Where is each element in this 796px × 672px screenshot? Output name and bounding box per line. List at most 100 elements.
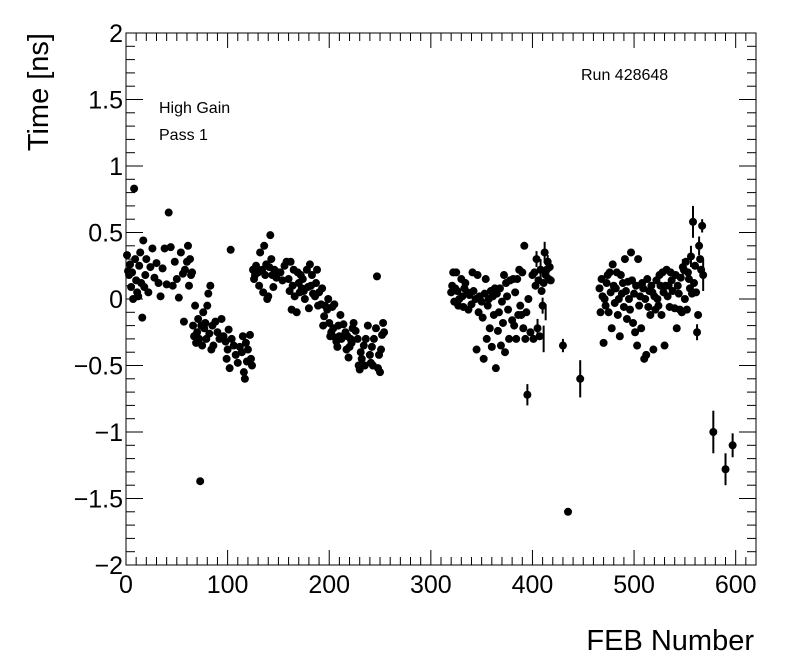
data-point [510, 321, 519, 330]
x-tick-label: 600 [715, 571, 757, 599]
axis-ticks [125, 32, 757, 566]
data-point [690, 279, 699, 288]
data-point [359, 341, 368, 350]
x-tick-label: 200 [308, 571, 350, 599]
data-point [288, 281, 297, 290]
data-point [264, 292, 273, 301]
data-point [367, 342, 376, 351]
data-point [223, 345, 232, 354]
data-point [546, 276, 555, 285]
x-tick-label: 0 [119, 571, 133, 599]
data-point [532, 255, 541, 264]
data-point [333, 342, 342, 351]
data-point [156, 292, 165, 301]
data-point [227, 334, 236, 343]
data-point [483, 301, 492, 310]
data-point [683, 268, 692, 277]
data-point [172, 275, 181, 284]
data-point [536, 265, 545, 274]
data-point [376, 368, 385, 377]
data-point [312, 279, 321, 288]
y-tick-label: −0.5 [74, 353, 123, 381]
data-point [369, 334, 378, 343]
data-point [605, 268, 614, 277]
y-tick-label: −2 [94, 552, 123, 580]
x-tick-label: 400 [512, 571, 554, 599]
data-point [657, 310, 666, 319]
data-point [519, 324, 528, 333]
data-point [602, 279, 611, 288]
data-point [680, 295, 689, 303]
data-point [512, 334, 521, 343]
data-point [361, 334, 370, 343]
data-point [649, 345, 658, 354]
data-point [186, 255, 195, 264]
data-point [372, 272, 381, 281]
data-point [487, 342, 496, 351]
data-point [696, 255, 705, 264]
data-point [199, 308, 208, 317]
data-point [663, 292, 672, 301]
data-point [641, 295, 650, 303]
data-point [349, 318, 358, 327]
data-point [260, 241, 269, 250]
data-point [162, 280, 171, 289]
data-point [183, 241, 192, 250]
data-point [191, 301, 200, 310]
data-point [576, 374, 585, 383]
data-point [300, 295, 309, 303]
data-point [337, 334, 346, 343]
data-point [176, 248, 185, 257]
data-point [504, 305, 513, 314]
data-point [453, 287, 462, 296]
x-tick-label: 300 [410, 571, 452, 599]
data-point [353, 334, 362, 343]
data-point [320, 312, 329, 321]
data-point [284, 275, 293, 284]
data-point [494, 308, 503, 317]
y-tick-label: −1 [94, 419, 123, 447]
data-point [529, 334, 538, 343]
data-point [305, 260, 314, 269]
data-point [689, 217, 697, 226]
data-point [600, 295, 609, 303]
data-point [196, 477, 205, 486]
data-point [217, 314, 226, 323]
data-point [195, 334, 204, 343]
data-point [493, 326, 502, 335]
y-tick-label: −1.5 [74, 486, 123, 514]
data-point [193, 328, 202, 337]
data-point [533, 324, 542, 333]
y-tick-labels: −2 −1.5 −1 −0.5 0 0.5 1 1.5 2 [74, 20, 123, 580]
data-point [500, 271, 508, 280]
y-tick-label: 0 [109, 286, 123, 314]
data-point [237, 348, 246, 357]
data-point [203, 301, 212, 310]
data-point [621, 287, 630, 296]
data-point [130, 184, 139, 193]
data-point [134, 292, 143, 301]
data-point [261, 271, 270, 280]
data-point [608, 260, 617, 269]
data-point [170, 257, 179, 266]
data-point [695, 241, 704, 250]
data-point [505, 334, 514, 343]
data-point [691, 261, 700, 270]
data-point [356, 348, 365, 357]
data-point [613, 310, 622, 319]
y-axis-title: Time [ns] [23, 33, 55, 151]
data-point [245, 330, 254, 339]
data-point [213, 328, 222, 337]
x-tick-labels: 0 100 200 300 400 500 600 [119, 571, 756, 599]
data-point [631, 328, 640, 337]
data-point [204, 289, 213, 298]
data-point [524, 295, 533, 303]
data-point [599, 338, 608, 347]
data-point [615, 332, 624, 341]
data-point [491, 364, 500, 373]
data-point [141, 271, 150, 280]
data-point [201, 318, 210, 327]
data-point [313, 265, 322, 274]
data-point [222, 354, 231, 363]
data-point [319, 321, 328, 330]
